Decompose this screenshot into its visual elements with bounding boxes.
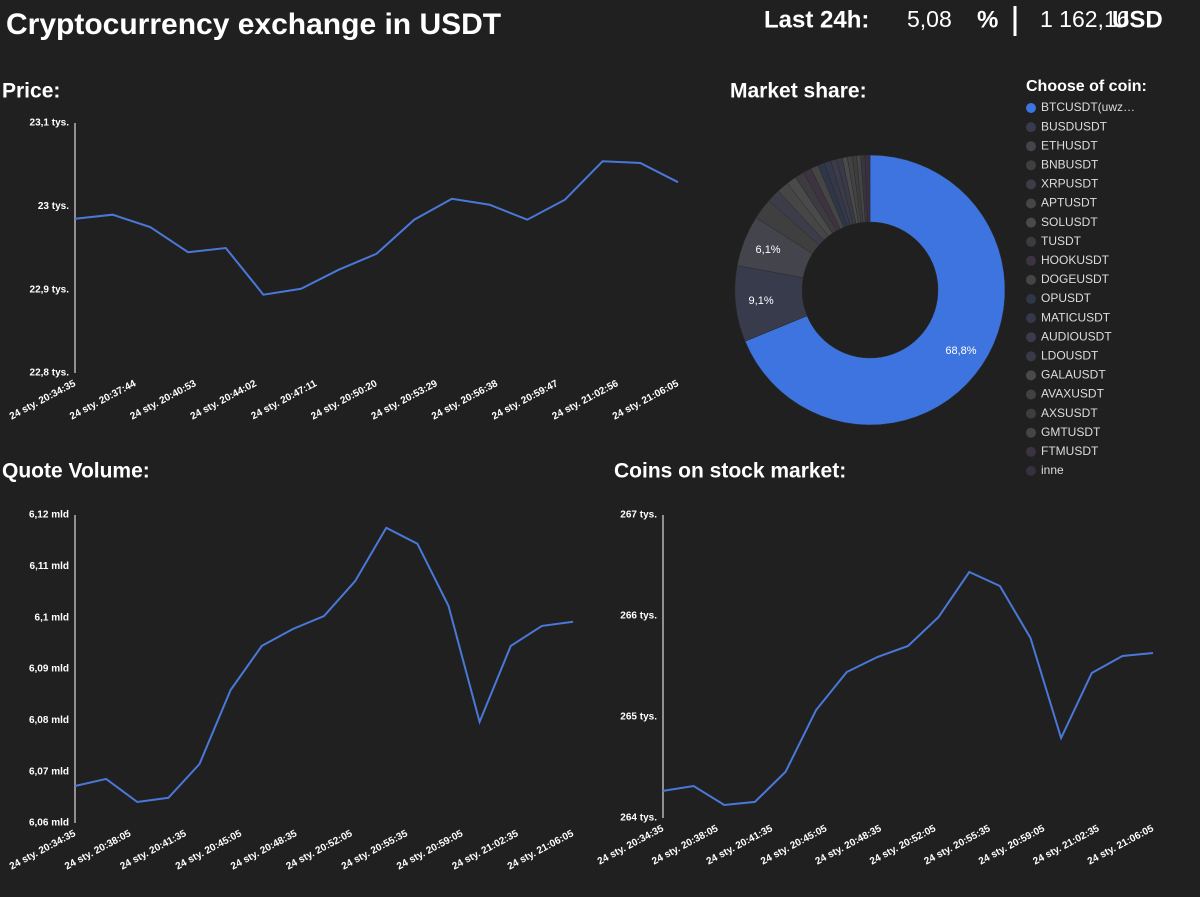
legend-title: Choose of coin: (1026, 78, 1147, 95)
legend-swatch (1026, 274, 1036, 285)
legend-entry: DOGEUSDT (1041, 272, 1110, 286)
legend-entry: HOOKUSDT (1041, 253, 1110, 267)
legend-swatch (1026, 198, 1036, 209)
legend-swatch (1026, 160, 1036, 171)
slice-label: 68,8% (945, 345, 976, 357)
y-tick-label: 264 tys. (620, 813, 657, 824)
y-tick-label: 22,8 tys. (30, 368, 70, 379)
legend-swatch (1026, 122, 1036, 133)
page-title: Cryptocurrency exchange in USDT (6, 8, 501, 41)
legend-swatch (1026, 236, 1036, 247)
amount-value: 1 162,16 (1040, 6, 1130, 32)
legend-entry: FTMUSDT (1041, 444, 1099, 458)
y-tick-label: 23,1 tys. (30, 118, 70, 129)
legend-entry: TUSDT (1041, 234, 1082, 248)
y-tick-label: 6,1 mld (35, 612, 69, 623)
y-tick-label: 6,06 mld (29, 818, 69, 829)
legend-entry: AUDIOUSDT (1041, 329, 1112, 343)
legend-swatch (1026, 217, 1036, 228)
section-title: Market share: (730, 80, 867, 103)
legend-swatch (1026, 446, 1036, 457)
legend-swatch (1026, 389, 1036, 400)
legend-swatch (1026, 427, 1036, 438)
y-tick-label: 6,08 mld (29, 715, 69, 726)
legend-entry: ETHUSDT (1041, 138, 1098, 152)
legend-entry: SOLUSDT (1041, 215, 1098, 229)
last-label: Last 24h: (764, 6, 869, 33)
change-unit: % (977, 6, 998, 33)
legend-entry: OPUSDT (1041, 291, 1092, 305)
y-tick-label: 23 tys. (38, 201, 69, 212)
pie-slice (864, 154, 871, 223)
legend-swatch (1026, 141, 1036, 152)
section-title: Quote Volume: (2, 460, 150, 483)
legend-entry: XRPUSDT (1041, 177, 1099, 191)
legend-swatch (1026, 408, 1036, 419)
y-tick-label: 265 tys. (620, 712, 657, 723)
y-tick-label: 6,11 mld (30, 561, 69, 572)
price-line (74, 526, 574, 804)
legend-swatch (1026, 332, 1036, 343)
slice-label: 6,1% (756, 244, 781, 256)
legend-entry: MATICUSDT (1041, 310, 1111, 324)
amount-unit: USD (1112, 6, 1163, 33)
legend-entry: BNBUSDT (1041, 157, 1099, 171)
change-value: 5,08 (907, 6, 952, 32)
legend-entry: BTCUSDT(uwz… (1041, 100, 1135, 114)
y-tick-label: 266 tys. (620, 611, 657, 622)
slice-label: 9,1% (749, 295, 774, 307)
legend-entry: BUSDUSDT (1041, 119, 1108, 133)
legend-entry: GALAUSDT (1041, 368, 1106, 382)
price-line (74, 160, 679, 296)
legend-entry: AVAXUSDT (1041, 387, 1105, 401)
legend-entry: GMTUSDT (1041, 425, 1101, 439)
legend-entry: AXSUSDT (1041, 406, 1098, 420)
y-tick-label: 6,12 mld (29, 510, 69, 521)
legend-swatch (1026, 465, 1036, 476)
section-title: Price: (2, 80, 60, 103)
legend-swatch (1026, 294, 1036, 304)
legend-entry: APTUSDT (1041, 196, 1098, 210)
section-title: Coins on stock market: (614, 460, 846, 483)
legend-swatch (1026, 351, 1036, 362)
legend-swatch (1026, 255, 1036, 266)
y-tick-label: 267 tys. (620, 510, 657, 521)
legend-swatch (1026, 313, 1036, 324)
legend-swatch (1026, 370, 1036, 381)
price-line (662, 570, 1154, 807)
y-tick-label: 6,07 mld (29, 766, 69, 777)
y-tick-label: 22,9 tys. (30, 284, 70, 295)
legend-entry: inne (1041, 463, 1064, 477)
legend-swatch (1026, 179, 1036, 190)
legend-entry: LDOUSDT (1041, 348, 1099, 362)
pie-slice (744, 154, 1006, 426)
legend-swatch (1026, 103, 1036, 113)
y-tick-label: 6,09 mld (29, 664, 69, 675)
